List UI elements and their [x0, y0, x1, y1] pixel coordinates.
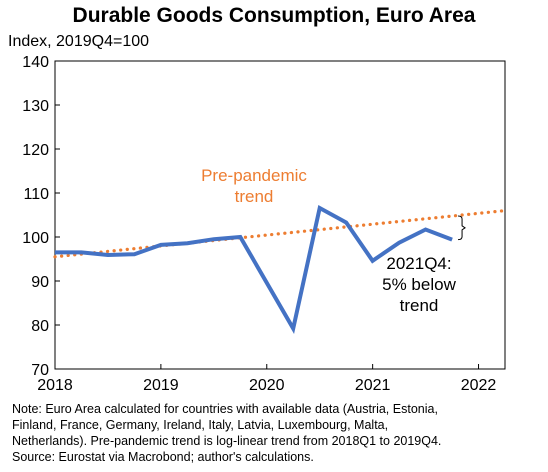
annotations: Pre-pandemic trend 2021Q4: 5% below trend: [201, 166, 466, 315]
chart-title: Durable Goods Consumption, Euro Area: [72, 4, 476, 27]
y-tick-label: 80: [31, 318, 49, 335]
gap-annotation-line: trend: [400, 296, 439, 315]
x-tick-label: 2019: [143, 377, 179, 394]
trend-line: [53, 209, 507, 259]
gap-annotation-line: 5% below: [382, 275, 456, 294]
x-tick-label: 2018: [37, 377, 73, 394]
y-axis-unit-label: Index, 2019Q4=100: [8, 33, 150, 50]
x-tick-label: 2020: [249, 377, 285, 394]
gap-bracket: [458, 215, 466, 241]
y-tick-label: 100: [22, 230, 49, 247]
trend-annotation-line: trend: [235, 187, 274, 206]
footnote-line: Note: Euro Area calculated for countries…: [12, 402, 438, 416]
footnote-line: Source: Eurostat via Macrobond; author's…: [12, 450, 314, 464]
footnote: Note: Euro Area calculated for countries…: [12, 401, 542, 465]
y-tick-label: 90: [31, 274, 49, 291]
y-tick-label: 140: [22, 54, 49, 71]
y-tick-label: 130: [22, 98, 49, 115]
plot-frame: [54, 60, 506, 370]
gap-annotation-line: 2021Q4:: [386, 254, 451, 273]
y-tick-label: 110: [23, 186, 49, 203]
x-tick-label: 2021: [355, 377, 391, 394]
footnote-line: Netherlands). Pre-pandemic trend is log-…: [12, 434, 442, 448]
trend-annotation-line: Pre-pandemic: [201, 166, 307, 185]
y-tick-label: 120: [22, 142, 49, 159]
footnote-line: Finland, France, Germany, Ireland, Italy…: [12, 418, 389, 432]
x-tick-label: 2022: [461, 377, 497, 394]
y-axis: 70 80 90 100 110 120 130 140: [22, 54, 60, 379]
x-axis: 2018 2019 2020 2021 2022: [37, 364, 496, 394]
series-layer: [53, 204, 507, 334]
y-tick-label: 70: [31, 362, 49, 379]
